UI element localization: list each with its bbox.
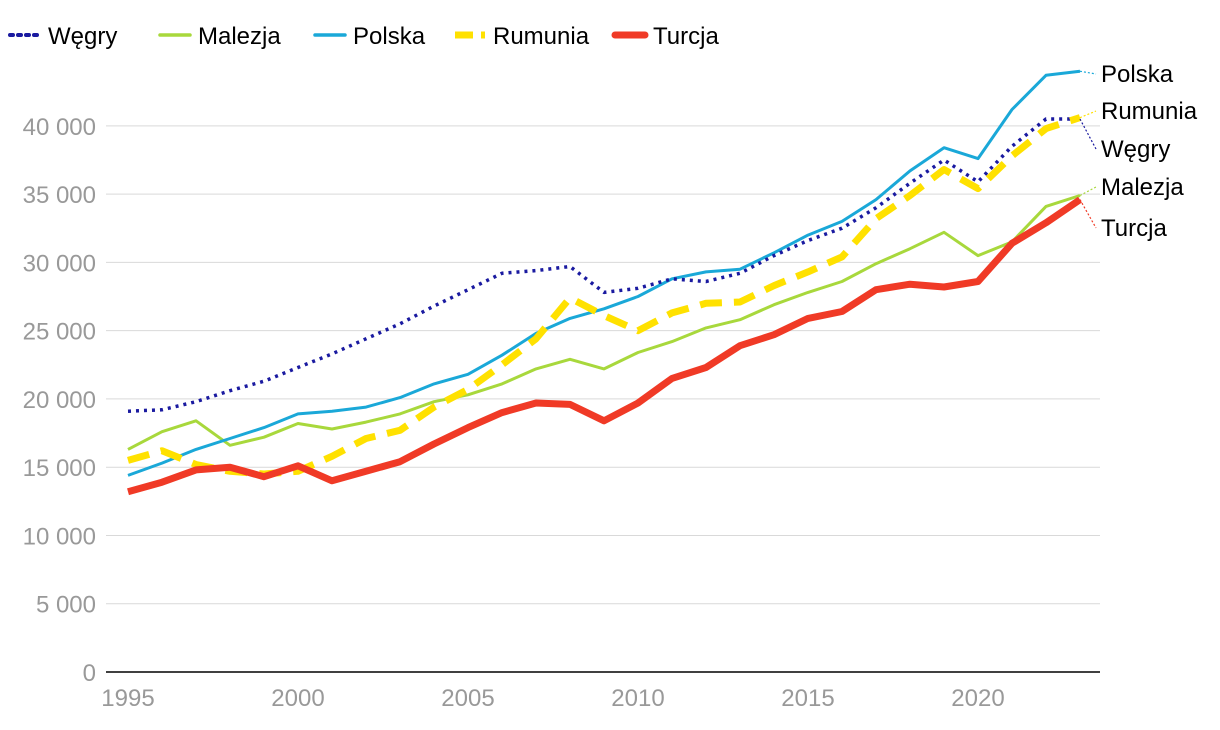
leader-line — [1079, 70, 1097, 75]
y-gridlines — [106, 125, 1100, 605]
end-label-turcja: Turcja — [1079, 199, 1167, 242]
end-label-rumunia: Rumunia — [1079, 98, 1198, 125]
y-tick-label: 10 000 — [23, 523, 96, 550]
y-tick-label: 15 000 — [23, 455, 96, 482]
x-tick-label: 2010 — [611, 685, 664, 712]
x-axis-tick-labels: 1995 2000 2005 2010 2015 2020 — [101, 685, 1004, 712]
legend-item: Węgry — [8, 23, 117, 50]
series-line-turcja — [127, 196, 1082, 496]
y-tick-label: 20 000 — [23, 387, 96, 414]
end-label-polska: Polska — [1079, 61, 1174, 88]
end-label-text: Turcja — [1101, 215, 1167, 242]
y-tick-label: 5 000 — [36, 592, 96, 619]
x-tick-label: 2015 — [781, 685, 834, 712]
x-tick-label: 2000 — [271, 685, 324, 712]
leader-line — [1079, 186, 1097, 197]
series-line-rumunia — [127, 114, 1082, 478]
legend-item: Rumunia — [455, 23, 590, 50]
series-line-malezja — [127, 194, 1081, 451]
end-label-text: Rumunia — [1101, 98, 1198, 125]
end-label-text: Malezja — [1101, 174, 1184, 201]
end-label-text: Polska — [1101, 61, 1174, 88]
leader-line — [1079, 110, 1097, 119]
legend-item: Polska — [313, 23, 426, 50]
legend-label: Rumunia — [493, 23, 590, 50]
y-axis-tick-labels: 0 5 000 10 000 15 000 20 000 25 000 30 000 35 0… — [23, 114, 96, 687]
leader-line — [1079, 199, 1097, 229]
series-line-polska — [127, 69, 1081, 477]
legend-item: Malezja — [158, 23, 281, 50]
leader-line — [1079, 118, 1097, 150]
legend-label: Malezja — [198, 23, 281, 50]
y-tick-label: 35 000 — [23, 182, 96, 209]
y-tick-label: 25 000 — [23, 319, 96, 346]
end-label-text: Węgry — [1101, 136, 1170, 163]
y-tick-label: 30 000 — [23, 250, 96, 277]
x-tick-label: 1995 — [101, 685, 154, 712]
series-end-labels: Węgry Malezja Polska Rumunia Turcja — [1079, 61, 1198, 242]
legend-label: Polska — [353, 23, 426, 50]
series-line-wegry — [127, 117, 1080, 413]
legend-label: Węgry — [48, 23, 117, 50]
legend-item: Turcja — [611, 23, 719, 50]
chart-legend: Węgry Malezja Polska Rumunia Turcja — [8, 23, 719, 50]
chart-series — [127, 69, 1082, 496]
x-tick-label: 2020 — [951, 685, 1004, 712]
legend-label: Turcja — [653, 23, 719, 50]
end-label-malezja: Malezja — [1079, 174, 1184, 201]
y-tick-label: 0 — [83, 660, 96, 687]
end-label-wegry: Węgry — [1079, 118, 1170, 163]
y-tick-label: 40 000 — [23, 114, 96, 141]
x-tick-label: 2005 — [441, 685, 494, 712]
